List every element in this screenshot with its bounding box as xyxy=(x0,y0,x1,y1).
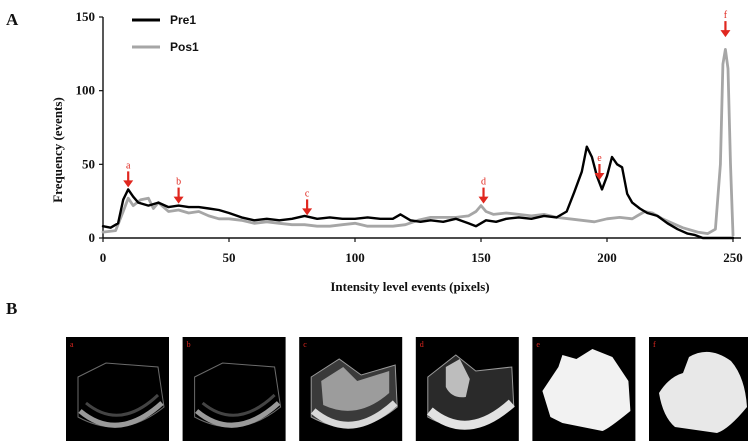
marker-arrow-head-c xyxy=(302,208,313,216)
panel-a-label: A xyxy=(6,10,19,29)
marker-f: f xyxy=(720,10,731,38)
segmentation-thumbnails: a b c d e f xyxy=(66,337,748,441)
thumbnail-label: d xyxy=(420,340,424,349)
thumbnail-arc-inner xyxy=(201,393,276,417)
marker-arrow-head-e xyxy=(594,173,605,181)
x-tick-label-200: 200 xyxy=(597,250,617,265)
thumbnail-d: d xyxy=(415,337,519,441)
thumbnail-fill xyxy=(445,359,470,398)
thumbnail-arc xyxy=(194,401,281,428)
thumbnail-f: f xyxy=(649,337,748,441)
thumbnail-blob xyxy=(659,351,747,433)
legend: Pre1 Pos1 xyxy=(132,13,199,54)
thumbnail-c: c xyxy=(299,337,403,441)
annotation-markers: a b c d e f xyxy=(123,10,731,216)
marker-arrow-head-a xyxy=(123,180,134,188)
y-axis-title: Frequency (events) xyxy=(50,97,65,203)
marker-label-b: b xyxy=(176,177,181,188)
thumbnail-arc xyxy=(78,401,164,428)
thumbnail-b: b xyxy=(182,337,286,441)
x-axis-title: Intensity level events (pixels) xyxy=(330,279,489,294)
thumbnail-arc xyxy=(426,399,515,430)
marker-d: d xyxy=(478,177,489,204)
thumbnail-arc-inner xyxy=(85,393,160,417)
thumbnail-e: e xyxy=(532,337,636,441)
series-lines xyxy=(101,48,735,240)
x-tick-label-50: 50 xyxy=(223,250,236,265)
y-tick-label-150: 150 xyxy=(76,9,96,24)
y-tick-label-100: 100 xyxy=(76,83,96,98)
x-tick-label-0: 0 xyxy=(100,250,107,265)
y-tick-label-0: 0 xyxy=(89,230,96,245)
marker-a: a xyxy=(123,160,134,188)
marker-arrow-head-d xyxy=(478,196,489,204)
x-tick-label-150: 150 xyxy=(471,250,491,265)
marker-e: e xyxy=(594,153,605,181)
thumbnail-fill xyxy=(321,367,390,411)
marker-label-c: c xyxy=(305,188,310,199)
series-line-pre1 xyxy=(101,145,735,240)
marker-arrow-head-b xyxy=(173,196,184,204)
x-tick-label-100: 100 xyxy=(345,250,365,265)
marker-label-f: f xyxy=(724,10,728,21)
marker-c: c xyxy=(302,188,313,216)
marker-label-a: a xyxy=(126,160,131,171)
legend-label-pre1: Pre1 xyxy=(170,13,196,27)
marker-label-e: e xyxy=(597,153,602,164)
marker-b: b xyxy=(173,177,184,204)
marker-label-d: d xyxy=(481,177,486,188)
thumbnail-arc xyxy=(310,400,398,429)
frequency-plot: 0 50 100 150 200 250 0 50 100 150 a b c d e f Pre1 Pos… xyxy=(50,9,743,294)
ticks: 0 50 100 150 200 250 0 50 100 150 xyxy=(76,9,743,265)
series-line-pos1 xyxy=(101,48,735,237)
panel-b-label: B xyxy=(6,299,17,318)
thumbnail-label: c xyxy=(303,340,307,349)
y-tick-label-50: 50 xyxy=(82,156,95,171)
thumbnail-label: e xyxy=(536,340,540,349)
x-tick-label-250: 250 xyxy=(723,250,743,265)
marker-arrow-head-f xyxy=(720,30,731,38)
thumbnail-label: f xyxy=(653,340,656,349)
thumbnail-blob xyxy=(542,349,631,431)
thumbnail-label: a xyxy=(70,340,74,349)
legend-label-pos1: Pos1 xyxy=(170,40,199,54)
thumbnail-a: a xyxy=(66,337,169,441)
thumbnail-label: b xyxy=(187,340,191,349)
